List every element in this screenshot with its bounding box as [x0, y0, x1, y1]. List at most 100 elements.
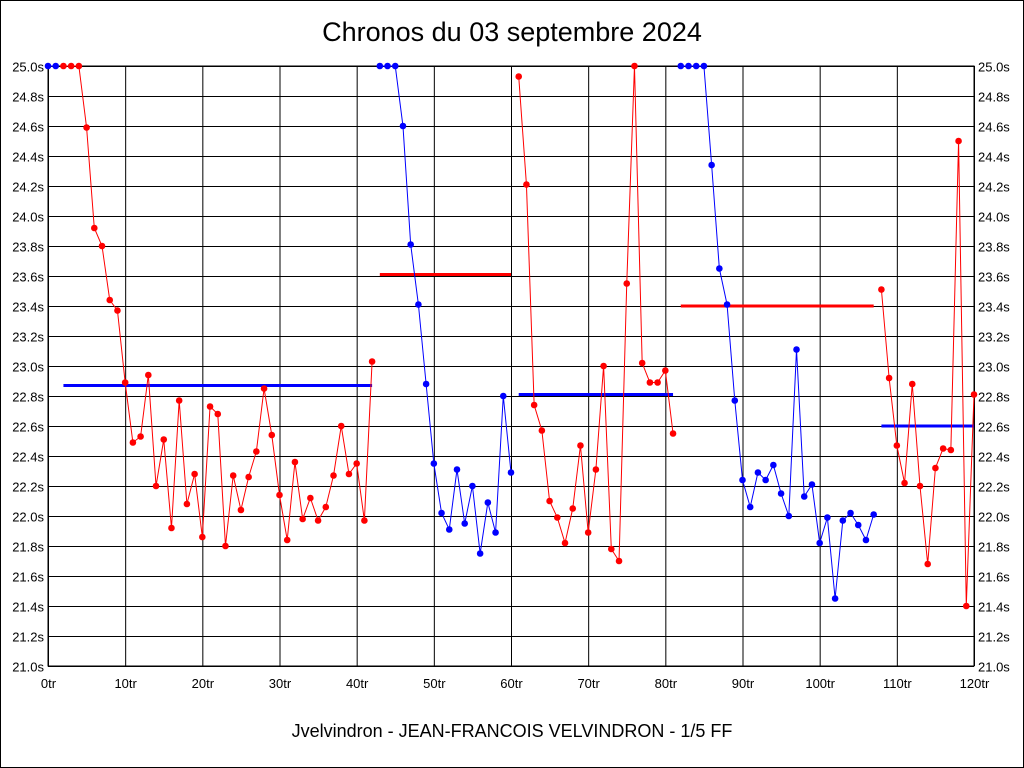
data-point — [384, 62, 391, 70]
data-point — [932, 464, 939, 472]
data-point — [67, 62, 75, 70]
data-point — [600, 362, 607, 370]
series-line — [379, 65, 512, 554]
y-tick-label-left: 24.0s — [12, 210, 44, 225]
y-tick-label-right: 21.2s — [978, 630, 1010, 645]
data-point — [523, 181, 530, 188]
data-point — [793, 346, 800, 353]
data-point — [399, 122, 407, 130]
y-tick-label-left: 24.4s — [12, 150, 44, 165]
data-point — [314, 517, 322, 524]
y-tick-label-left: 23.8s — [12, 240, 44, 255]
data-point — [546, 497, 553, 505]
data-point — [291, 458, 299, 466]
data-point — [438, 509, 445, 517]
series-line — [680, 65, 875, 599]
data-point — [469, 482, 476, 490]
data-point — [569, 505, 577, 512]
data-point — [52, 62, 60, 70]
y-tick-label-left: 23.0s — [12, 360, 44, 375]
data-point — [916, 482, 924, 490]
data-point — [862, 536, 870, 544]
data-point — [692, 62, 700, 70]
data-point — [808, 481, 816, 488]
data-point — [499, 392, 507, 400]
data-point — [592, 466, 600, 473]
data-point — [530, 401, 538, 409]
data-point — [538, 427, 546, 434]
data-point — [114, 307, 121, 314]
data-point — [145, 371, 152, 379]
y-tick-label-right: 22.8s — [978, 390, 1010, 405]
data-point — [947, 446, 955, 454]
x-tick-label: 30tr — [269, 676, 292, 691]
data-point — [129, 439, 137, 446]
data-point — [824, 514, 831, 521]
y-tick-label-right: 23.2s — [978, 330, 1010, 345]
chart-footer: Jvelvindron - JEAN-FRANCOIS VELVINDRON -… — [291, 721, 733, 741]
y-tick-label-right: 21.6s — [978, 570, 1010, 585]
y-tick-label-right: 22.6s — [978, 420, 1010, 435]
data-point — [716, 265, 723, 272]
x-tick-label: 70tr — [577, 676, 600, 691]
data-point — [777, 490, 785, 497]
data-point — [746, 503, 754, 511]
y-tick-label-right: 24.2s — [978, 180, 1010, 195]
data-point — [885, 374, 893, 382]
data-point — [121, 379, 129, 386]
y-tick-label-left: 23.4s — [12, 300, 44, 315]
data-point — [554, 514, 561, 521]
data-point — [785, 512, 793, 520]
data-point — [878, 286, 885, 293]
data-point — [415, 301, 422, 308]
y-tick-label-right: 24.8s — [978, 90, 1010, 105]
data-point — [654, 379, 661, 386]
data-point — [461, 520, 469, 527]
data-point — [75, 62, 83, 70]
data-point — [762, 476, 769, 484]
data-point — [608, 545, 615, 553]
y-tick-label-right: 24.6s — [978, 120, 1010, 135]
data-point — [515, 73, 523, 80]
y-tick-label-left: 24.2s — [12, 180, 44, 195]
data-point — [708, 161, 715, 169]
data-point — [939, 445, 947, 452]
data-point — [453, 466, 461, 473]
y-tick-label-right: 21.0s — [978, 660, 1010, 675]
data-point — [847, 509, 854, 517]
x-tick-label: 40tr — [346, 676, 369, 691]
data-point — [924, 560, 931, 568]
data-point — [191, 470, 198, 478]
data-point — [368, 358, 376, 365]
data-point — [908, 380, 916, 388]
data-point — [854, 521, 862, 529]
data-point — [337, 422, 345, 430]
y-tick-label-right: 22.0s — [978, 510, 1010, 525]
data-point — [685, 62, 692, 70]
data-point — [492, 529, 499, 536]
data-point — [91, 224, 98, 232]
data-point — [800, 493, 808, 500]
y-tick-label-left: 22.4s — [12, 450, 44, 465]
data-point — [831, 595, 839, 602]
data-point — [901, 479, 908, 487]
data-point — [214, 410, 222, 418]
y-tick-label-left: 25.0s — [12, 60, 44, 75]
data-point — [631, 62, 638, 70]
y-tick-label-left: 21.2s — [12, 630, 44, 645]
data-point — [168, 524, 175, 532]
data-point — [638, 359, 646, 367]
x-tick-label: 110tr — [883, 676, 912, 691]
data-point — [229, 472, 237, 479]
data-point — [260, 385, 268, 392]
x-tick-label: 50tr — [423, 676, 446, 691]
data-point — [253, 448, 260, 455]
y-tick-label-right: 24.0s — [978, 210, 1010, 225]
data-point — [669, 430, 677, 437]
data-point — [160, 436, 168, 443]
data-point — [739, 476, 746, 484]
y-tick-label-left: 21.6s — [12, 570, 44, 585]
y-tick-label-left: 24.8s — [12, 90, 44, 105]
